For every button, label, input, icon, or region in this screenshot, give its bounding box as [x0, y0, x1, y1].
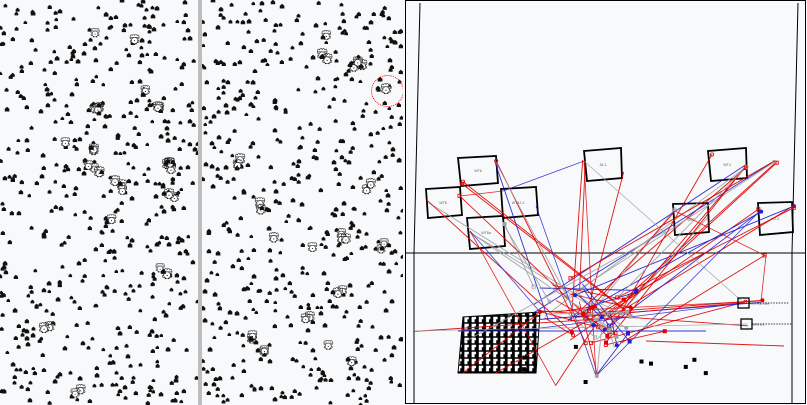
svg-text:WT8: WT8 — [439, 201, 447, 205]
svg-text:WT4: WT4 — [723, 163, 731, 167]
svg-text:MT6-ASL-10a: MT6-ASL-10a — [750, 301, 769, 305]
svg-text:WT6: WT6 — [474, 169, 482, 173]
svg-text:J6-1: J6-1 — [600, 163, 607, 167]
svg-text:MT6-5-1: MT6-5-1 — [753, 322, 765, 326]
svg-text:WT6a: WT6a — [481, 231, 491, 235]
